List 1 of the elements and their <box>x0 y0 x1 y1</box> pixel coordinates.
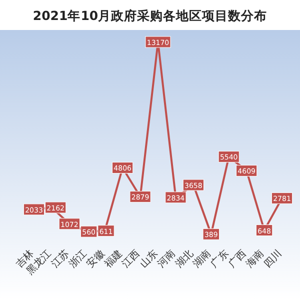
chart-title: 2021年10月政府采购各地区项目数分布 <box>32 8 268 23</box>
